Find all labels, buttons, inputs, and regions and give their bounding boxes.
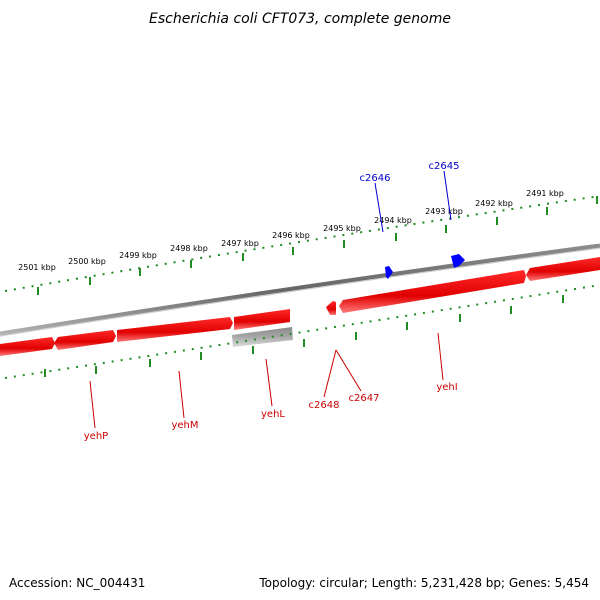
gene-label-yehL: yehL: [261, 409, 285, 420]
genome-title: Escherichia coli CFT073, complete genome: [149, 11, 451, 27]
kbp-labels: 2501 kbp 2500 kbp 2499 kbp 2498 kbp 2497 kbp…: [18, 189, 564, 272]
kbp-label: 2496 kbp: [272, 231, 310, 240]
genome-backbone: [0, 243, 600, 337]
gene-c2648-arrow: [326, 301, 336, 315]
kbp-label: 2494 kbp: [374, 216, 412, 225]
gene-label-yehM: yehM: [171, 420, 198, 431]
genome-backbone-highlight: [0, 247, 600, 337]
kbp-label: 2493 kbp: [425, 207, 463, 216]
gene-label-c2647: c2647: [349, 393, 380, 404]
gene-c2647-arrow: [526, 257, 600, 281]
gene-yehM-arrow-left: [54, 330, 116, 350]
gene-label-yehP: yehP: [84, 431, 108, 442]
gene-label-yehI: yehI: [436, 382, 457, 393]
kbp-label: 2492 kbp: [475, 199, 513, 208]
kbp-label: 2500 kbp: [68, 257, 106, 266]
leader-line-yehI: [437, 332, 444, 381]
kbp-label: 2497 kbp: [221, 239, 259, 248]
gene-yehL-arrow: [234, 309, 290, 330]
leader-line-yehL: [265, 358, 273, 407]
leader-line-c2646: [374, 182, 384, 233]
gene-c2646-arrow: [385, 266, 393, 279]
gene-label-c2646: c2646: [360, 173, 391, 184]
outer-major-ticks: [37, 196, 598, 295]
genome-summary-text: Topology: circular; Length: 5,231,428 bp…: [258, 576, 589, 590]
kbp-label: 2495 kbp: [323, 224, 361, 233]
leader-line-yehP: [89, 380, 96, 429]
kbp-label: 2491 kbp: [526, 189, 564, 198]
gene-yehM-arrow: [117, 317, 233, 342]
gene-pseudo-gray: [232, 327, 293, 347]
gene-yehI-arrow: [339, 270, 526, 313]
leader-line-yehM: [178, 370, 185, 419]
leader-line-c2645: [443, 170, 452, 221]
gene-label-c2648: c2648: [309, 400, 340, 411]
gene-c2645-arrow: [451, 254, 465, 268]
leader-line-c2647: [335, 349, 362, 392]
kbp-label: 2498 kbp: [170, 244, 208, 253]
inner-tick-track: [4, 284, 600, 379]
inner-major-ticks: [44, 295, 564, 377]
gene-label-c2645: c2645: [429, 161, 460, 172]
gene-yehP-arrow: [0, 337, 55, 356]
kbp-label: 2501 kbp: [18, 263, 56, 272]
leader-line-c2648: [323, 349, 337, 398]
accession-text: Accession: NC_004431: [9, 576, 145, 590]
kbp-label: 2499 kbp: [119, 251, 157, 260]
